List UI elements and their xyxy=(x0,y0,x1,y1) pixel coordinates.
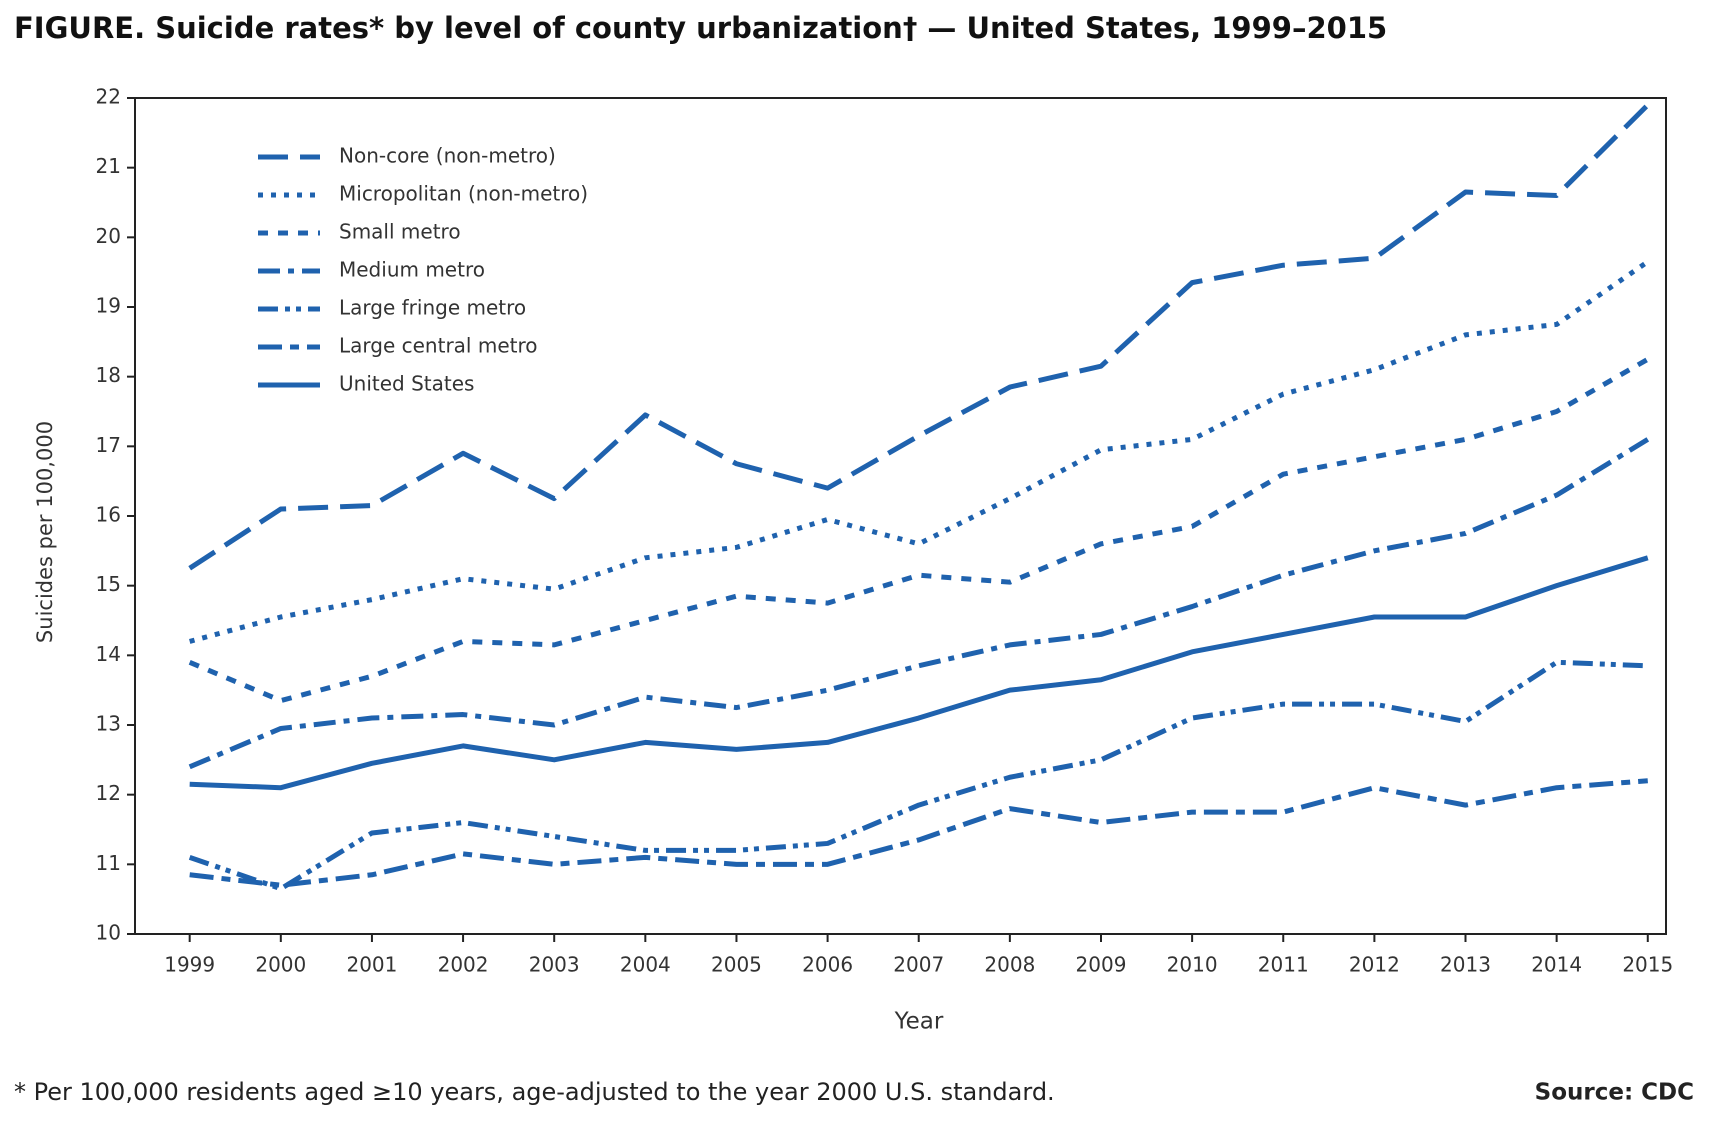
x-tick-label: 2012 xyxy=(1349,953,1400,977)
source: Source: CDC xyxy=(1535,1080,1694,1106)
legend-label: Large central metro xyxy=(339,334,538,358)
x-tick-label: 2014 xyxy=(1531,953,1582,977)
footnote: * Per 100,000 residents aged ≥10 years, … xyxy=(14,1078,1055,1106)
y-tick-label: 12 xyxy=(96,781,121,805)
y-tick-label: 20 xyxy=(96,224,121,248)
legend-label: Non-core (non-metro) xyxy=(339,144,556,168)
x-tick-label: 2009 xyxy=(1076,953,1127,977)
x-tick-label: 2011 xyxy=(1258,953,1309,977)
y-tick-label: 15 xyxy=(96,572,121,596)
y-tick-label: 16 xyxy=(96,503,121,527)
chart-title: FIGURE. Suicide rates* by level of count… xyxy=(14,11,1387,45)
x-tick-label: 2001 xyxy=(346,953,397,977)
x-tick-label: 2013 xyxy=(1440,953,1491,977)
x-tick-label: 2004 xyxy=(620,953,671,977)
series-line xyxy=(188,437,1650,770)
x-tick-label: 2002 xyxy=(438,953,489,977)
x-tick-label: 2010 xyxy=(1167,953,1218,977)
x-tick-label: 2015 xyxy=(1622,953,1673,977)
x-tick-label: 2003 xyxy=(529,953,580,977)
x-tick-label: 2005 xyxy=(711,953,762,977)
x-tick-label: 1999 xyxy=(164,953,215,977)
x-tick-label: 2000 xyxy=(255,953,306,977)
y-tick-label: 10 xyxy=(96,921,121,945)
y-tick-label: 18 xyxy=(96,363,121,387)
y-tick-label: 13 xyxy=(96,712,121,736)
y-tick-label: 14 xyxy=(96,642,121,666)
series-line xyxy=(189,555,1649,791)
series-line xyxy=(188,103,1650,571)
y-tick-label: 21 xyxy=(96,154,121,178)
x-axis-label: Year xyxy=(894,1009,944,1035)
legend-label: Large fringe metro xyxy=(339,296,526,320)
legend-label: Small metro xyxy=(339,220,461,244)
series-line xyxy=(189,259,1650,644)
y-tick-label: 11 xyxy=(96,851,121,875)
series-line xyxy=(188,357,1650,704)
x-tick-label: 2008 xyxy=(984,953,1035,977)
legend-label: United States xyxy=(339,372,474,396)
y-tick-label: 17 xyxy=(96,433,121,457)
legend-label: Medium metro xyxy=(339,258,485,282)
x-tick-label: 2006 xyxy=(802,953,853,977)
series-line xyxy=(188,659,1648,892)
y-tick-label: 19 xyxy=(96,294,121,318)
series-line xyxy=(189,778,1648,888)
legend-label: Micropolitan (non-metro) xyxy=(339,182,588,206)
y-tick-label: 22 xyxy=(96,85,121,109)
y-axis-label: Suicides per 100,000 xyxy=(33,421,57,643)
x-tick-label: 2007 xyxy=(893,953,944,977)
